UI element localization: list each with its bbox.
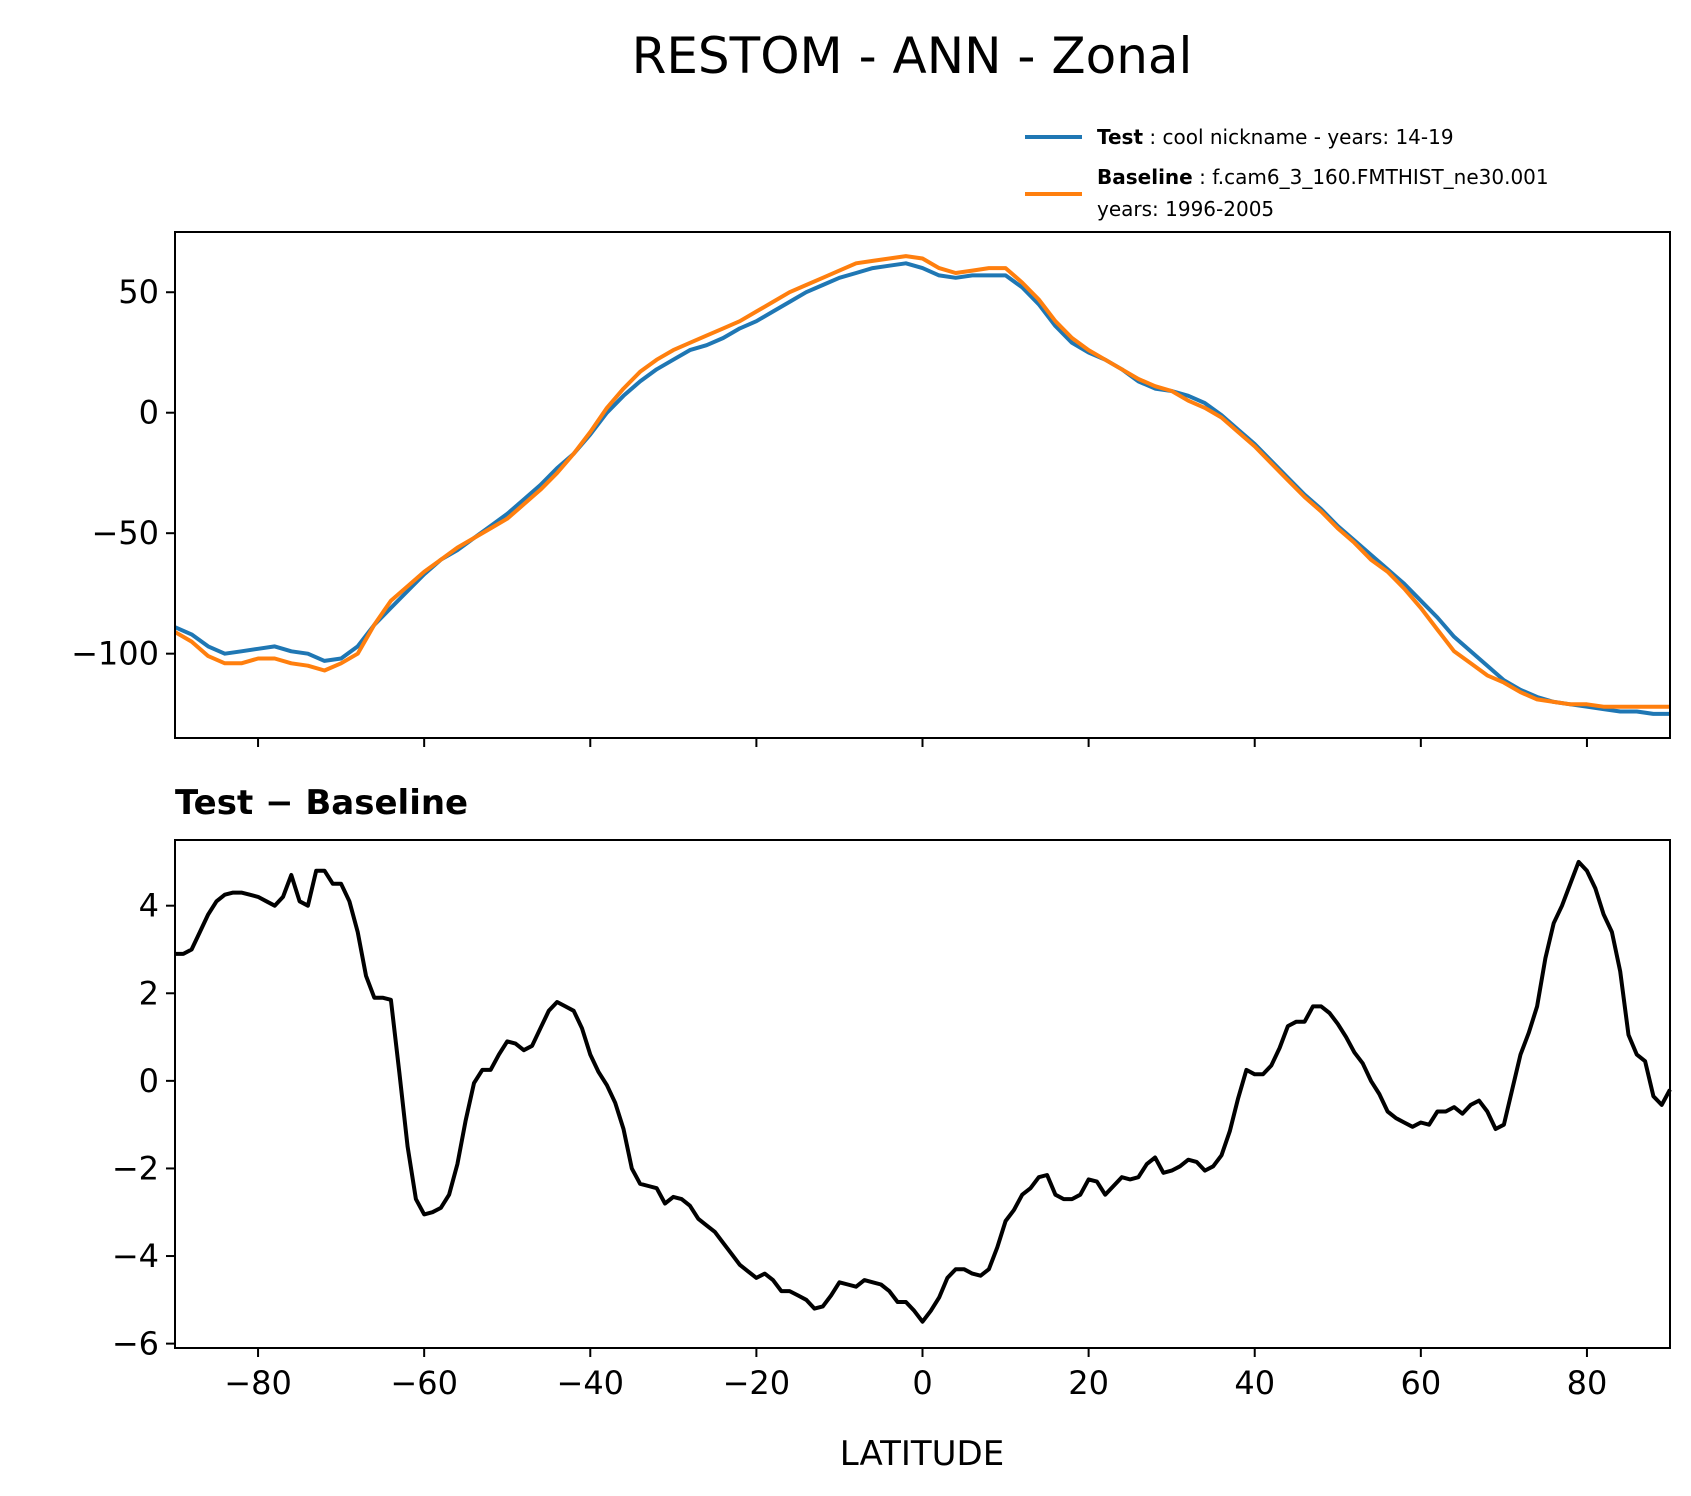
top-y-tick-label: 50 (118, 273, 159, 311)
difference-panel-title: Test − Baseline (175, 783, 468, 823)
bottom-y-tick-label: 2 (139, 974, 159, 1012)
legend-entry-baseline: Baseline : f.cam6_3_160.FMTHIST_ne30.001 (1097, 165, 1549, 189)
bottom-x-tick-label: 0 (912, 1364, 932, 1402)
series-line-baseline (173, 254, 1670, 709)
top-y-tick-label: −50 (91, 514, 159, 552)
bottom-x-tick-label: −40 (557, 1364, 625, 1402)
top-y-tick-label: 0 (139, 394, 159, 432)
bottom-x-tick-label: −20 (723, 1364, 791, 1402)
bottom-x-tick-label: 60 (1400, 1364, 1441, 1402)
bottom-y-tick-label: −6 (112, 1325, 159, 1363)
bottom-x-tick-label: −60 (390, 1364, 458, 1402)
top-axis-ticks: −100 −50 0 50 (71, 273, 1588, 747)
legend-desc-test: : cool nickname - years: 14-19 (1143, 125, 1454, 149)
legend-label-baseline: Baseline (1097, 165, 1193, 189)
bottom-y-tick-label: 4 (139, 887, 159, 925)
bottom-x-tick-label: 20 (1068, 1364, 1109, 1402)
bottom-series-lines (175, 859, 1672, 1324)
bottom-x-tick-label: 40 (1234, 1364, 1275, 1402)
series-line-test-baseline (175, 859, 1672, 1324)
x-axis-label: LATITUDE (840, 1434, 1004, 1474)
zonal-mean-panel: −100 −50 0 50 (71, 231, 1671, 747)
bottom-y-tick-label: 0 (139, 1062, 159, 1100)
bottom-y-tick-label: −2 (112, 1149, 159, 1187)
legend-label-test: Test (1097, 125, 1143, 149)
bottom-axes-frame (174, 839, 1671, 1349)
top-series-lines (173, 254, 1670, 716)
top-y-tick-label: −100 (71, 635, 159, 673)
series-line-test (174, 261, 1670, 716)
bottom-y-tick-label: −4 (112, 1237, 159, 1275)
bottom-x-tick-label: 80 (1567, 1364, 1608, 1402)
legend-entry-test: Test : cool nickname - years: 14-19 (1097, 125, 1454, 149)
chart-title: RESTOM - ANN - Zonal (632, 27, 1193, 85)
legend-desc-baseline: : f.cam6_3_160.FMTHIST_ne30.001 (1193, 165, 1549, 189)
legend: Test : cool nickname - years: 14-19 Base… (1025, 125, 1549, 221)
legend-years-baseline: years: 1996-2005 (1097, 197, 1274, 221)
top-axes-frame (174, 231, 1671, 739)
bottom-x-tick-label: −80 (224, 1364, 292, 1402)
